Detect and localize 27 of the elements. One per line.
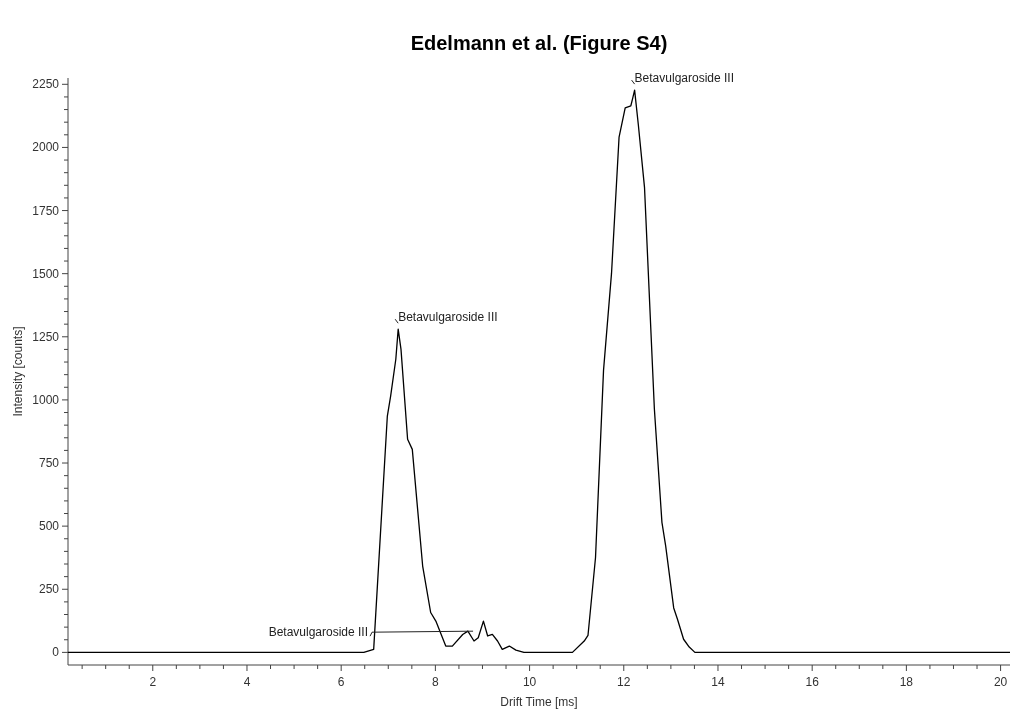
annotation: Betavulgaroside III — [634, 71, 735, 86]
x-tick-label: 18 — [899, 675, 914, 689]
x-tick-label: 12 — [617, 675, 631, 689]
y-tick-label: 1750 — [32, 203, 60, 218]
x-tick-label: 10 — [522, 675, 537, 689]
chart-title: Edelmann et al. (Figure S4) — [410, 32, 668, 54]
y-tick-label: 1250 — [32, 329, 60, 344]
annotation: Betavulgaroside III — [398, 310, 498, 325]
x-tick-label: 8 — [432, 675, 440, 689]
y-tick-label: 500 — [38, 519, 60, 534]
x-tick-label: 20 — [993, 675, 1008, 689]
y-tick-label: 1000 — [32, 392, 60, 407]
x-tick-label: 14 — [711, 675, 725, 689]
y-tick-label: 250 — [38, 582, 60, 597]
line-series — [67, 89, 1011, 654]
x-tick-label: 4 — [243, 675, 251, 689]
annotation: Betavulgaroside III — [268, 625, 369, 640]
y-tick-label: 750 — [38, 456, 60, 471]
y-tick-label: 2250 — [32, 77, 60, 92]
y-tick-label: 2000 — [32, 140, 60, 155]
y-tick-label: 0 — [52, 645, 60, 660]
y-tick-label: 1500 — [32, 266, 60, 281]
x-axis-title: Drift Time [ms] — [500, 695, 578, 709]
x-tick-label: 2 — [149, 675, 157, 689]
y-axis-title: Intensity [counts] — [11, 326, 25, 417]
x-tick-label: 16 — [805, 675, 820, 689]
x-tick-label: 6 — [337, 675, 345, 689]
